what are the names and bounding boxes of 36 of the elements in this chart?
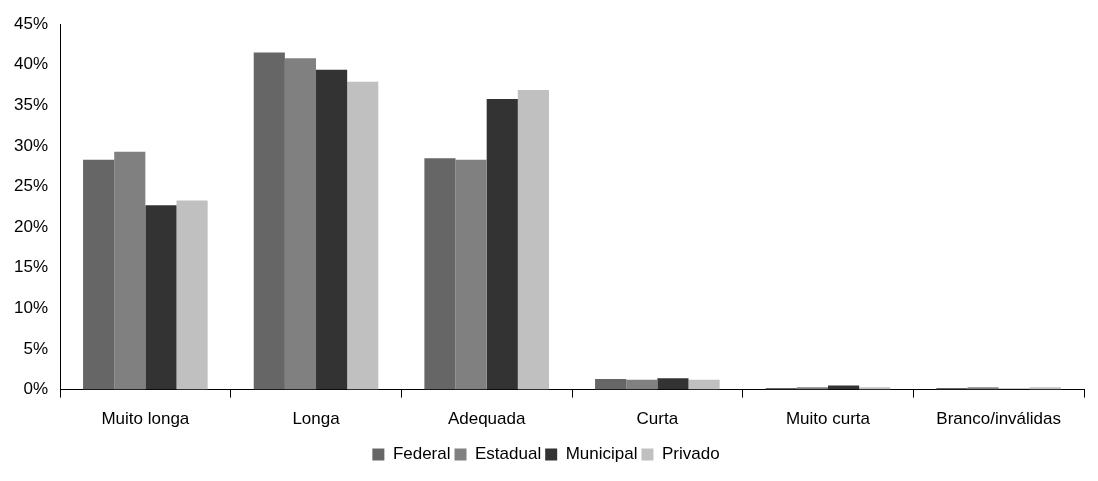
y-tick-label: 15% — [13, 257, 49, 277]
y-tick-label: 40% — [13, 54, 49, 74]
bar — [657, 378, 689, 390]
x-tick-label: Curta — [636, 409, 679, 429]
bar — [347, 81, 379, 390]
legend-label: Privado — [661, 444, 720, 464]
y-tick-label: 35% — [13, 95, 49, 115]
bar — [517, 89, 549, 390]
bar — [114, 151, 146, 390]
y-tick-label: 25% — [13, 176, 49, 196]
y-tick-label: 30% — [13, 135, 49, 155]
bar — [455, 159, 487, 390]
bar — [176, 200, 208, 390]
legend-label: Municipal — [565, 444, 638, 464]
x-tick-label: Adequada — [447, 409, 526, 429]
y-tick-label: 45% — [13, 13, 49, 33]
y-tick-label: 10% — [13, 298, 49, 318]
bar — [595, 379, 627, 390]
y-tick-label: 20% — [13, 216, 49, 236]
x-tick-label: Longa — [292, 409, 341, 429]
x-tick-label: Branco/inválidas — [936, 409, 1062, 429]
y-tick-label: 5% — [23, 338, 49, 358]
y-tick-label: 0% — [23, 379, 49, 399]
legend-label: Federal — [392, 444, 451, 464]
bar — [626, 379, 658, 390]
x-tick-label: Muito longa — [101, 409, 190, 429]
bar — [145, 205, 177, 390]
bar — [83, 159, 115, 390]
bar — [424, 158, 456, 390]
legend-label: Estadual — [475, 444, 542, 464]
bar — [486, 98, 518, 390]
x-tick-label: Muito curta — [785, 409, 871, 429]
bar — [688, 379, 720, 390]
bar — [284, 58, 317, 390]
bar — [316, 69, 348, 390]
bar — [253, 52, 285, 390]
